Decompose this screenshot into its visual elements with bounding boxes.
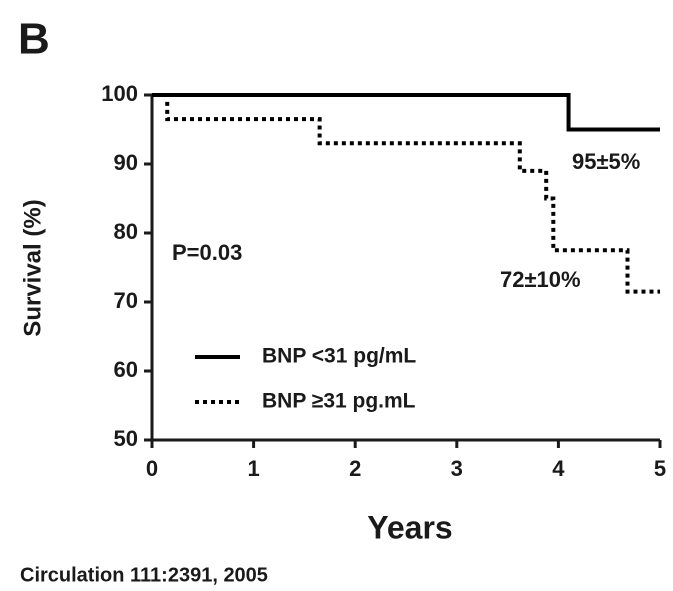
legend-label: BNP <31 pg/mL (262, 345, 416, 368)
y-tick-label: 70 (114, 288, 138, 313)
x-tick-label: 0 (146, 456, 158, 481)
survival-curve (152, 93, 660, 132)
panel-label: B (18, 15, 50, 64)
annotation: 72±10% (500, 267, 581, 292)
y-axis-label: Survival (%) (19, 199, 46, 336)
y-tick-label: 90 (114, 150, 138, 175)
y-tick-label: 80 (114, 219, 138, 244)
annotation: P=0.03 (172, 240, 242, 265)
x-tick-label: 1 (247, 456, 259, 481)
y-tick-label: 100 (101, 81, 138, 106)
survival-curve (165, 101, 660, 294)
x-tick-label: 2 (349, 456, 361, 481)
x-axis-label: Years (367, 509, 452, 545)
annotation: 95±5% (572, 149, 640, 174)
y-tick-label: 60 (114, 357, 138, 382)
x-tick-label: 5 (654, 456, 666, 481)
x-tick-label: 4 (552, 456, 565, 481)
legend-label: BNP ≥31 pg.mL (262, 390, 416, 413)
y-tick-label: 50 (114, 426, 138, 451)
x-tick-label: 3 (451, 456, 463, 481)
source: Circulation 111:2391, 2005 (20, 564, 268, 586)
